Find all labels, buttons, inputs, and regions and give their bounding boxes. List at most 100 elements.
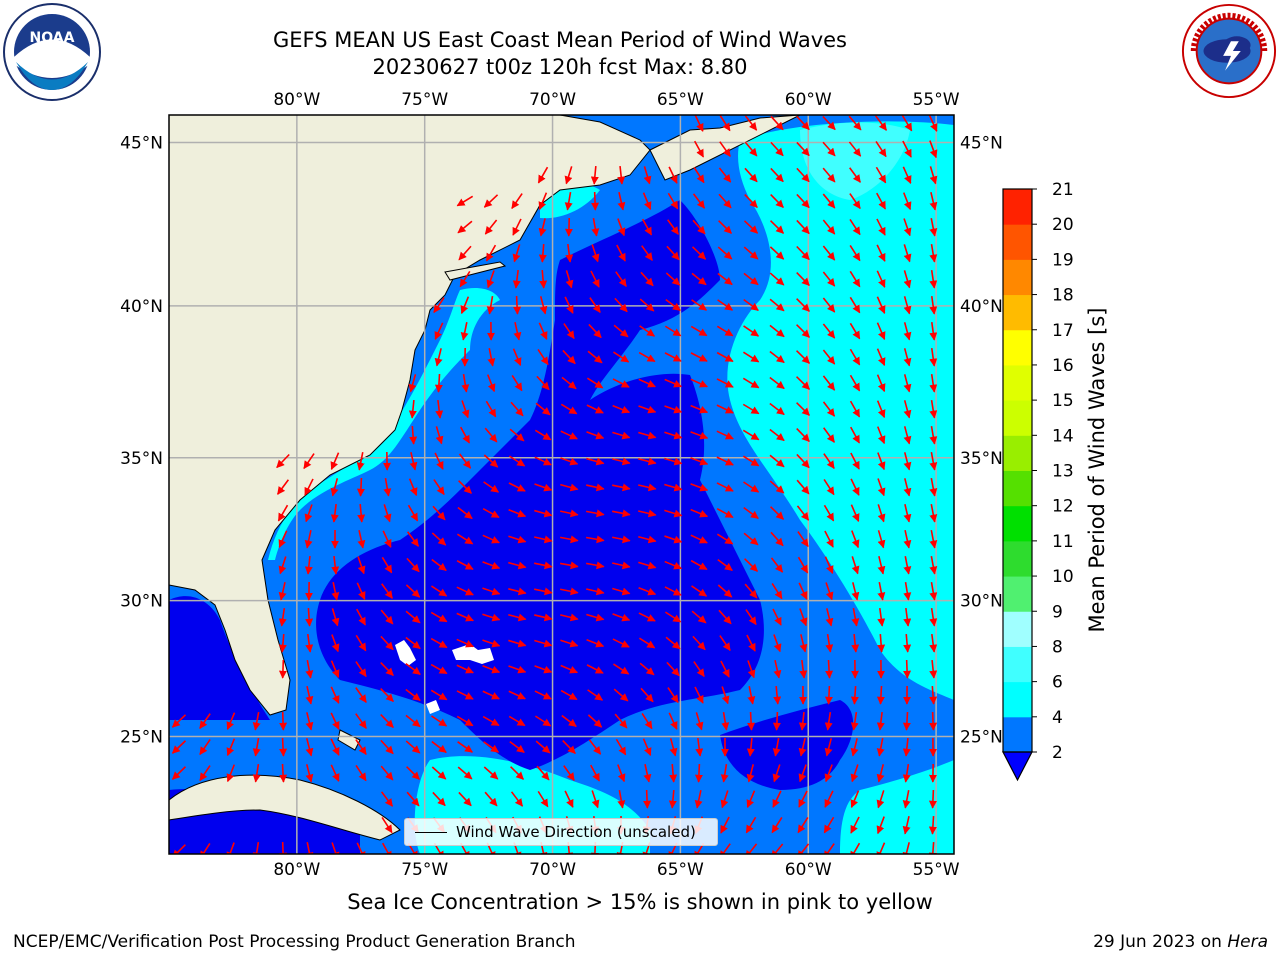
wave-direction-arrow <box>612 587 631 596</box>
wave-direction-arrow <box>877 452 886 471</box>
wave-direction-arrow <box>641 712 653 730</box>
wave-direction-arrow <box>330 478 339 497</box>
wave-direction-arrow <box>746 790 756 809</box>
wave-direction-arrow <box>929 399 938 419</box>
lon-tick-label-top: 80°W <box>273 90 320 110</box>
wave-direction-arrow <box>537 166 549 184</box>
wave-direction-arrow <box>357 556 366 575</box>
wave-direction-arrow <box>691 585 708 597</box>
wave-direction-arrow <box>664 431 683 440</box>
wave-direction-arrow <box>560 613 579 622</box>
wave-direction-arrow <box>279 841 288 854</box>
wave-direction-arrow <box>638 535 657 544</box>
wave-direction-arrow <box>903 270 912 289</box>
chart-subtitle: 20230627 t00z 120h fcst Max: 8.80 <box>372 55 748 79</box>
colorbar-under-triangle <box>1002 751 1033 782</box>
wave-direction-arrow <box>850 504 860 522</box>
wave-direction-arrow <box>929 218 938 237</box>
wave-direction-arrow <box>511 374 523 392</box>
wave-direction-arrow <box>769 402 785 416</box>
machine-name: Hera <box>1227 932 1268 952</box>
wave-direction-arrow <box>718 609 732 625</box>
lon-ticks-bottom: 80°W 75°W 70°W 65°W 60°W 55°W <box>273 860 959 880</box>
wave-direction-arrow <box>824 530 834 548</box>
wave-direction-arrow <box>559 561 579 570</box>
wave-direction-arrow <box>825 659 834 679</box>
colorbar-segment <box>1003 400 1032 436</box>
colorbar-segment <box>1003 329 1032 366</box>
wave-direction-arrow <box>717 272 733 286</box>
wave-direction-arrow <box>850 790 860 809</box>
wave-direction-arrow <box>305 686 314 705</box>
wave-direction-arrow <box>876 842 886 854</box>
wave-direction-arrow <box>484 219 498 235</box>
wave-direction-arrow <box>690 534 708 544</box>
wave-direction-arrow <box>617 764 626 783</box>
wave-direction-arrow <box>744 167 758 183</box>
wave-direction-arrow <box>305 764 314 783</box>
wave-direction-arrow <box>876 738 885 757</box>
wave-direction-arrow <box>430 637 448 649</box>
wave-direction-arrow <box>769 324 785 338</box>
wave-direction-arrow <box>799 634 808 653</box>
wave-direction-arrow <box>590 270 600 288</box>
wave-direction-arrow <box>743 272 759 286</box>
colorbar-tick-label: 8 <box>1052 637 1063 657</box>
wave-direction-arrow <box>561 714 577 728</box>
wave-direction-arrow <box>695 712 704 731</box>
wave-direction-arrow <box>538 218 547 237</box>
wave-direction-arrow <box>669 738 678 757</box>
wave-direction-arrow <box>769 428 785 442</box>
wave-direction-arrow <box>511 193 523 210</box>
wave-direction-arrow <box>903 659 912 679</box>
wave-direction-arrow <box>381 842 392 854</box>
lon-tick-label-bottom: 55°W <box>913 860 960 880</box>
credit-text: NCEP/EMC/Verification Post Processing Pr… <box>13 932 576 952</box>
period-zone-se <box>840 760 954 854</box>
lat-ticks-left: 25°N 30°N 35°N 40°N 45°N <box>120 133 163 747</box>
wave-direction-arrow <box>380 739 394 755</box>
wave-direction-arrow <box>406 791 420 807</box>
wave-direction-arrow <box>430 611 448 623</box>
wave-direction-arrow <box>721 686 730 705</box>
wave-direction-arrow <box>587 714 603 728</box>
wave-direction-arrow <box>612 561 631 570</box>
wave-direction-arrow <box>716 351 734 363</box>
us-east-coast-land <box>169 115 651 716</box>
nws-logo <box>1181 3 1277 99</box>
wave-direction-arrow <box>903 633 912 653</box>
wave-direction-arrow <box>305 712 314 731</box>
wave-direction-arrow <box>456 715 474 727</box>
wave-direction-arrow <box>482 690 500 700</box>
wave-direction-arrow <box>849 244 861 262</box>
wave-direction-arrow <box>642 738 652 757</box>
wave-direction-arrow <box>690 483 709 492</box>
wave-direction-arrow <box>405 714 421 728</box>
wave-direction-arrow <box>406 766 420 780</box>
colorbar-tick-label: 13 <box>1052 462 1074 482</box>
wave-direction-arrow <box>717 246 733 260</box>
wave-direction-arrow <box>357 530 366 549</box>
wave-direction-arrow <box>509 455 526 467</box>
wave-direction-arrow <box>903 607 912 627</box>
wave-direction-arrow <box>876 244 886 262</box>
wave-direction-arrow <box>664 483 683 492</box>
wave-direction-arrow <box>483 741 500 753</box>
wave-direction-arrow <box>456 690 474 700</box>
wave-direction-arrow <box>483 194 499 208</box>
wave-direction-arrow <box>772 790 782 808</box>
wave-direction-arrow <box>796 193 810 209</box>
wave-direction-arrow <box>717 558 733 572</box>
wave-direction-arrow <box>902 842 911 854</box>
wave-direction-arrow <box>560 535 579 544</box>
wave-direction-arrow <box>508 639 527 648</box>
wave-direction-arrow <box>665 298 681 312</box>
wave-direction-arrow <box>562 349 576 365</box>
wave-direction-arrow <box>903 348 912 367</box>
wave-direction-arrow <box>744 193 758 209</box>
wave-direction-arrow <box>586 509 605 518</box>
wave-direction-arrow <box>305 738 314 757</box>
wave-direction-arrow <box>929 321 938 341</box>
wave-direction-arrow <box>746 737 755 757</box>
wave-direction-arrow <box>770 531 784 547</box>
